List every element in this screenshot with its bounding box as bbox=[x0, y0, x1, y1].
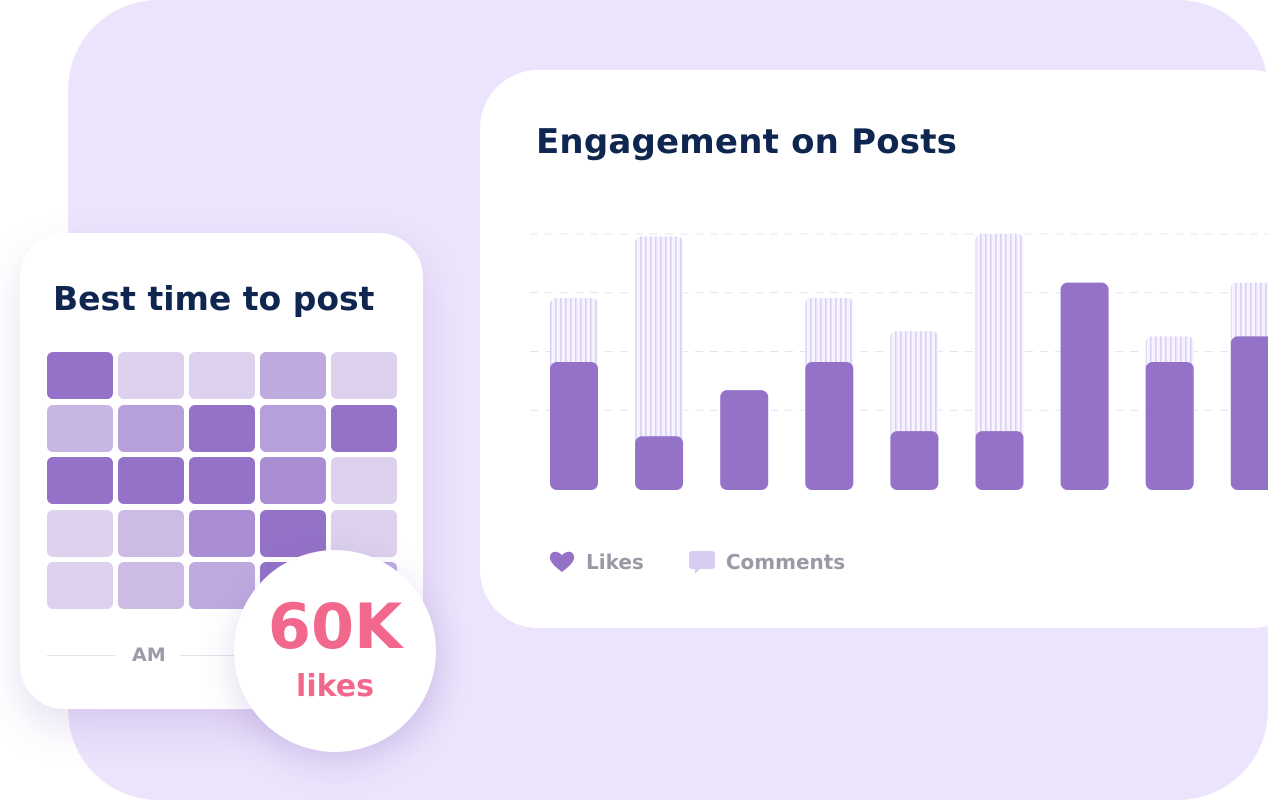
best-time-title: Best time to post bbox=[53, 279, 375, 318]
heatmap-cell bbox=[331, 457, 397, 504]
likes-badge: 60K likes bbox=[234, 550, 436, 752]
heatmap-cell bbox=[47, 457, 113, 504]
engagement-card: Engagement on Posts Likes Comments bbox=[480, 70, 1268, 628]
legend-item-likes: Likes bbox=[548, 548, 644, 576]
heatmap-cell bbox=[260, 404, 326, 452]
likes-bar bbox=[1145, 362, 1194, 490]
likes-label: likes bbox=[296, 669, 374, 704]
likes-bar bbox=[890, 431, 939, 490]
legend-label-likes: Likes bbox=[586, 550, 644, 574]
heatmap-cell bbox=[331, 404, 397, 452]
heatmap-cell bbox=[118, 562, 184, 609]
axis-line-right bbox=[180, 655, 240, 656]
legend-item-comments: Comments bbox=[688, 548, 845, 576]
comments-bar bbox=[635, 236, 684, 490]
heatmap-cell bbox=[189, 457, 255, 504]
likes-bar bbox=[1230, 336, 1268, 490]
comments-bar bbox=[975, 234, 1024, 490]
heatmap-cell bbox=[189, 509, 255, 557]
chart-legend: Likes Comments bbox=[548, 548, 889, 576]
engagement-title: Engagement on Posts bbox=[536, 122, 958, 162]
axis-line-left bbox=[47, 655, 115, 656]
likes-bar bbox=[720, 390, 769, 490]
axis-label-am: AM bbox=[132, 644, 166, 666]
likes-bar bbox=[1060, 282, 1109, 490]
heatmap-cell bbox=[118, 352, 184, 399]
heatmap-cell bbox=[118, 404, 184, 452]
heatmap-cell bbox=[189, 404, 255, 452]
heatmap-cell bbox=[260, 352, 326, 399]
heatmap-cell bbox=[189, 562, 255, 609]
legend-label-comments: Comments bbox=[725, 550, 846, 574]
heatmap-cell bbox=[260, 509, 326, 557]
likes-bar bbox=[805, 362, 854, 490]
likes-bar bbox=[975, 431, 1024, 490]
heatmap-cell bbox=[47, 404, 113, 452]
likes-bar bbox=[635, 436, 684, 490]
heatmap-cell bbox=[47, 562, 113, 609]
heatmap-cell bbox=[47, 509, 113, 557]
heart-icon bbox=[549, 551, 575, 572]
heatmap-cell bbox=[331, 509, 397, 557]
likes-bar bbox=[550, 362, 598, 490]
heatmap-cell bbox=[118, 509, 184, 557]
heatmap-cell bbox=[189, 352, 255, 399]
heatmap-cell bbox=[260, 457, 326, 504]
heatmap-cell bbox=[118, 457, 184, 504]
engagement-chart bbox=[530, 233, 1268, 490]
heatmap-cell bbox=[47, 352, 113, 399]
comment-icon bbox=[688, 551, 715, 574]
likes-value: 60K bbox=[267, 590, 403, 663]
heatmap-cell bbox=[331, 352, 397, 399]
